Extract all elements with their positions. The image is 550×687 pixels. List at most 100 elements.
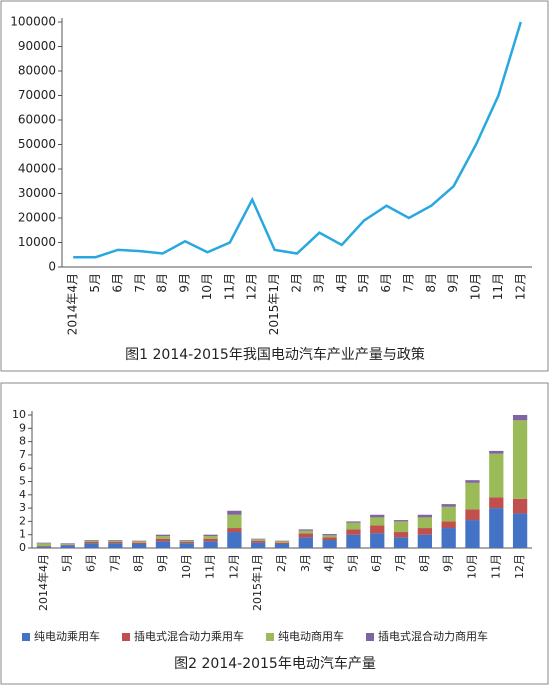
bar-segment xyxy=(322,537,337,541)
bar-segment xyxy=(465,509,480,521)
y-tick-label: 3 xyxy=(19,501,26,514)
x-tick-label: 11月 xyxy=(222,273,236,300)
y-tick-label: 2 xyxy=(19,514,26,527)
y-tick-label: 10000 xyxy=(18,235,56,249)
bar-segment xyxy=(346,529,361,535)
x-tick-label: 2月 xyxy=(275,554,288,572)
bar-segment xyxy=(155,541,171,548)
bar-segment xyxy=(108,540,123,543)
x-tick-label: 10月 xyxy=(180,554,193,579)
y-tick-label: 20000 xyxy=(18,211,56,225)
y-tick-label: 30000 xyxy=(18,186,56,200)
x-tick-label: 2015年1月 xyxy=(267,273,281,335)
bar-segment xyxy=(179,543,194,548)
x-tick-label: 6月 xyxy=(110,273,124,293)
y-tick-label: 0 xyxy=(48,260,56,274)
x-tick-label: 12月 xyxy=(227,554,240,579)
bar-segment xyxy=(441,521,456,529)
chart-title: 图2 2014-2015年电动汽车产量 xyxy=(174,655,376,672)
bar-segment xyxy=(155,534,171,537)
bar-segment xyxy=(370,517,385,526)
y-tick-label: 80000 xyxy=(18,64,56,78)
bar-segment xyxy=(322,535,337,538)
bar-segment xyxy=(417,534,432,548)
bar-segment xyxy=(512,498,528,514)
bar-segment xyxy=(179,540,194,541)
x-tick-label: 8月 xyxy=(132,554,145,572)
bar-segment xyxy=(512,513,528,548)
bar-segment xyxy=(227,532,242,548)
y-tick-label: 100000 xyxy=(10,15,56,29)
bar-segment xyxy=(465,520,480,548)
bar-segment xyxy=(60,544,75,546)
x-tick-label: 6月 xyxy=(379,273,393,293)
x-tick-label: 8月 xyxy=(418,554,431,572)
x-tick-label: 4月 xyxy=(334,273,348,293)
bar-segment xyxy=(441,504,456,507)
legend-label: 纯电动乘用车 xyxy=(34,629,100,643)
y-tick-label: 4 xyxy=(19,488,26,501)
legend-label: 插电式混合动力乘用车 xyxy=(134,629,244,643)
x-tick-label: 5月 xyxy=(357,273,371,293)
bar-segment xyxy=(274,544,290,548)
bar-segment xyxy=(393,521,409,533)
bar-segment xyxy=(417,514,432,518)
bar-segment xyxy=(132,542,147,545)
bar-segment xyxy=(251,540,266,543)
x-tick-label: 8月 xyxy=(155,273,169,293)
bar-segment xyxy=(203,536,218,539)
x-tick-label: 11月 xyxy=(204,554,217,579)
bar-segment xyxy=(393,532,409,538)
x-tick-label: 7月 xyxy=(401,273,415,293)
bar-segment xyxy=(346,534,361,548)
x-tick-label: 11月 xyxy=(489,554,502,579)
x-tick-label: 9月 xyxy=(442,554,455,572)
y-tick-label: 0 xyxy=(19,541,26,554)
bar-segment xyxy=(512,420,528,499)
x-tick-label: 7月 xyxy=(108,554,121,572)
x-tick-label: 12月 xyxy=(513,554,526,579)
y-tick-label: 70000 xyxy=(18,88,56,102)
legend-swatch xyxy=(366,633,374,641)
x-tick-label: 6月 xyxy=(85,554,98,572)
bar-segment xyxy=(298,537,313,548)
x-tick-label: 12月 xyxy=(245,273,259,300)
x-tick-label: 12月 xyxy=(513,273,527,300)
panel-frame xyxy=(0,382,549,685)
bar-segment xyxy=(370,525,385,534)
legend-swatch xyxy=(266,633,274,641)
bar-segment xyxy=(322,534,337,536)
bar-segment xyxy=(36,542,52,544)
x-tick-label: 11月 xyxy=(491,273,505,300)
bar-segment xyxy=(489,450,504,454)
x-tick-label: 3月 xyxy=(312,273,326,293)
bar-segment xyxy=(322,540,337,548)
y-tick-label: 6 xyxy=(19,461,26,474)
bar-segment xyxy=(393,520,409,522)
bar-segment xyxy=(108,543,123,548)
x-tick-label: 10月 xyxy=(465,554,478,579)
x-tick-label: 9月 xyxy=(156,554,169,572)
bar-segment xyxy=(108,542,123,544)
x-tick-label: 6月 xyxy=(370,554,383,572)
x-tick-label: 10月 xyxy=(469,273,483,300)
bar-segment xyxy=(274,542,290,545)
bar-segment xyxy=(155,536,171,539)
bar-segment xyxy=(274,541,290,543)
bar-segment xyxy=(203,541,218,548)
y-tick-label: 40000 xyxy=(18,162,56,176)
x-tick-label: 3月 xyxy=(299,554,312,572)
x-tick-label: 9月 xyxy=(178,273,192,293)
bar-segment xyxy=(203,534,218,537)
bar-segment xyxy=(155,538,171,542)
bar-segment xyxy=(489,453,504,498)
bar-segment xyxy=(417,517,432,529)
x-tick-label: 7月 xyxy=(133,273,147,293)
bar-segment xyxy=(298,530,313,534)
bar-segment xyxy=(60,545,75,548)
y-tick-label: 5 xyxy=(19,475,26,488)
bar-segment xyxy=(36,543,52,547)
x-tick-label: 10月 xyxy=(200,273,214,300)
bar-segment xyxy=(489,508,504,548)
